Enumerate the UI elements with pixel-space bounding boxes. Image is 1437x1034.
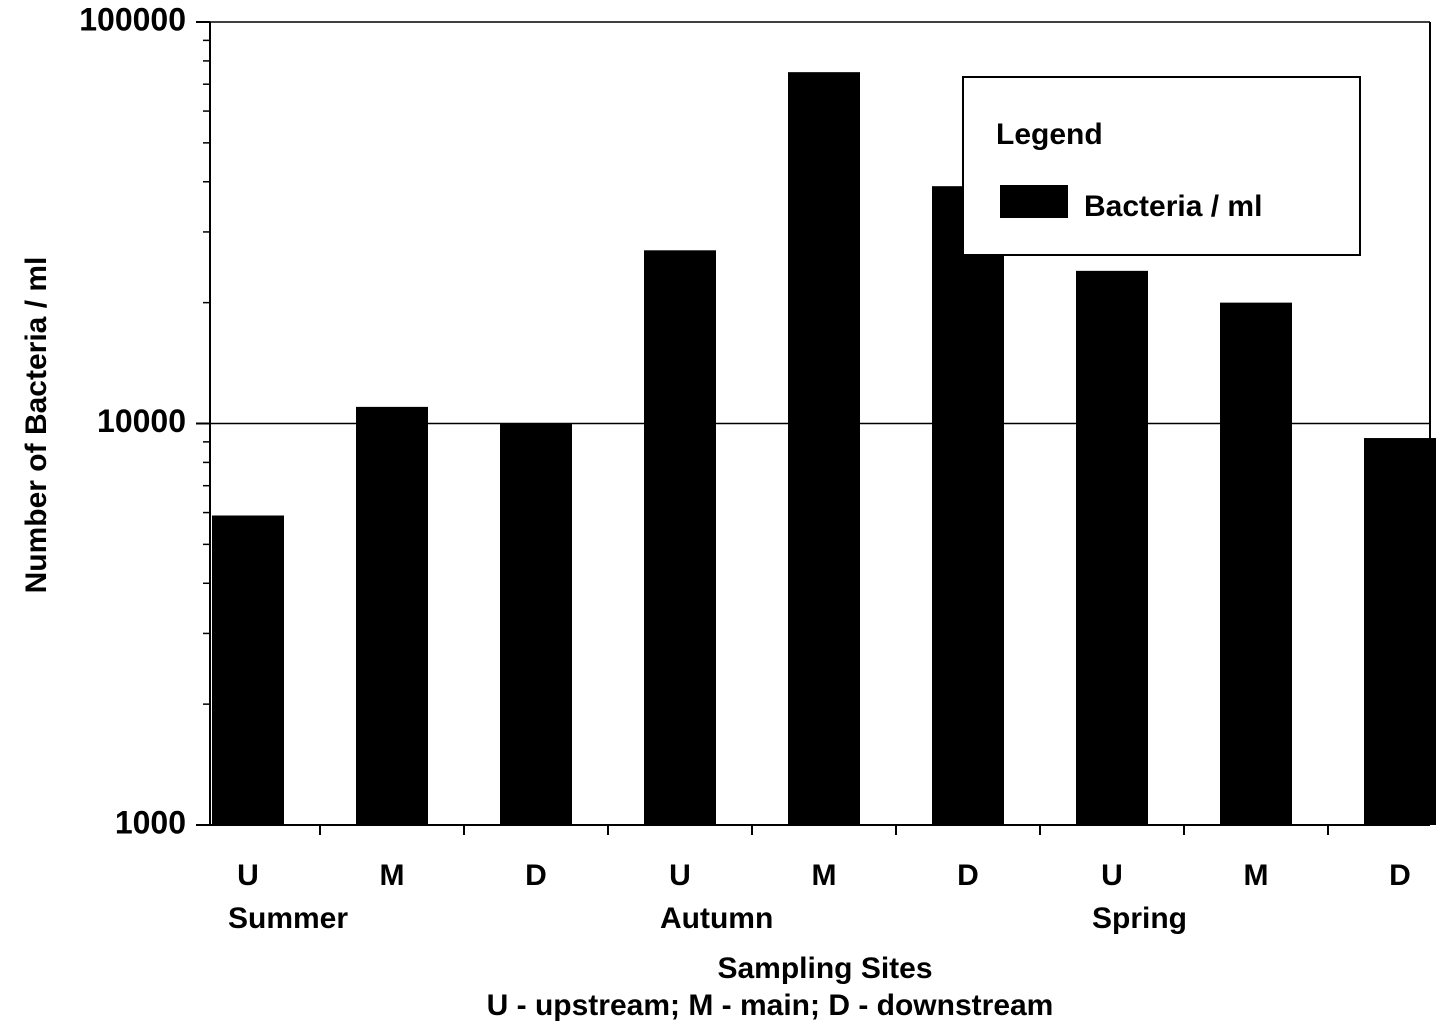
y-axis-label: Number of Bacteria / ml: [20, 257, 53, 594]
y-tick-label: 1000: [115, 804, 186, 840]
legend-box: [962, 76, 1361, 256]
bar: [644, 250, 716, 826]
legend-swatch: [1000, 185, 1068, 218]
x-tick-label: D: [525, 859, 547, 892]
x-tick-label: D: [1389, 859, 1411, 892]
bar: [1076, 270, 1148, 825]
bar: [932, 186, 1004, 825]
x-tick-label: U: [237, 859, 259, 892]
x-tick-label: U: [1101, 859, 1123, 892]
y-tick-label: 100000: [79, 1, 186, 37]
group-label: Autumn: [660, 902, 773, 935]
x-axis-note: U - upstream; M - main; D - downstream: [487, 989, 1054, 1022]
group-label: Summer: [228, 902, 348, 935]
x-tick-label: M: [1244, 859, 1269, 892]
x-axis-label: Sampling Sites: [717, 952, 932, 985]
bar: [500, 423, 572, 825]
bar: [212, 515, 284, 825]
legend-title: Legend: [996, 118, 1103, 151]
bar: [356, 406, 428, 825]
x-tick-label: M: [380, 859, 405, 892]
group-label: Spring: [1092, 902, 1187, 935]
bar: [1220, 302, 1292, 825]
legend-label: Bacteria / ml: [1084, 190, 1262, 223]
x-tick-label: M: [812, 859, 837, 892]
bar: [1364, 438, 1436, 825]
y-tick-label: 10000: [97, 403, 186, 439]
x-tick-label: D: [957, 859, 979, 892]
x-tick-label: U: [669, 859, 691, 892]
bar: [788, 72, 860, 825]
